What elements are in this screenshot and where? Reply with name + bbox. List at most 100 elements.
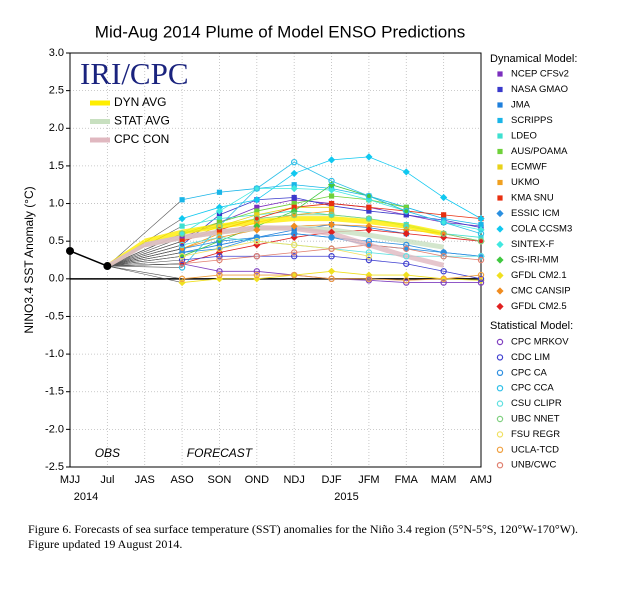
marker [216, 237, 223, 245]
marker [402, 245, 410, 253]
marker [328, 193, 335, 199]
marker [365, 256, 373, 264]
y-tick-label: 1.5 [49, 160, 64, 172]
marker [253, 185, 261, 192]
marker [477, 279, 485, 286]
marker [216, 231, 223, 237]
y-tick-label: 2.5 [49, 85, 64, 97]
marker [291, 194, 297, 201]
marker [365, 153, 373, 161]
year-label: 2014 [74, 491, 98, 503]
marker [216, 268, 223, 275]
legend-label: NASA GMAO [511, 84, 568, 95]
marker [365, 215, 373, 222]
legend-label: CPC MRKOV [511, 337, 569, 348]
y-tick-label: 3.0 [49, 47, 64, 59]
x-tick-label: OND [245, 474, 270, 486]
connector [107, 248, 183, 267]
marker [402, 207, 410, 215]
caption: Figure 6. Forecasts of sea surface tempe… [28, 522, 579, 551]
model-line [182, 255, 482, 280]
marker [441, 212, 447, 218]
marker [254, 208, 260, 214]
marker [178, 275, 186, 283]
marker [253, 234, 261, 241]
marker [253, 271, 261, 279]
marker [478, 234, 484, 241]
marker [403, 207, 410, 215]
marker [365, 275, 373, 283]
x-tick-label: FMA [395, 474, 419, 486]
x-tick-label: JFM [358, 474, 379, 486]
y-tick-label: 0.5 [49, 235, 64, 247]
marker [327, 186, 336, 194]
marker [290, 158, 298, 166]
x-tick-label: MJJ [60, 474, 80, 486]
legend-label: GFDL CM2.1 [511, 270, 567, 281]
marker [216, 234, 223, 241]
legend-label: FSU REGR [511, 429, 560, 440]
legend-label: CPC CCA [511, 383, 554, 394]
year-label: 2015 [334, 491, 358, 503]
legend-marker [496, 209, 504, 218]
marker [290, 241, 298, 249]
marker [327, 221, 336, 229]
y-tick-label: -2.0 [45, 423, 64, 435]
marker [365, 196, 373, 204]
marker [178, 264, 186, 271]
legend-label: DYN AVG [114, 95, 166, 109]
legend-label: CDC LIM [511, 352, 550, 363]
x-tick-label: MAM [431, 474, 457, 486]
x-tick-label: ASO [170, 474, 194, 486]
legend-label: CS-IRI-MM [511, 255, 559, 266]
marker [179, 238, 185, 244]
marker [290, 249, 298, 256]
marker [216, 223, 223, 229]
legend-marker [497, 71, 503, 77]
marker [440, 230, 447, 237]
legend-label: CSU CLIPR [511, 398, 562, 409]
legend-marker [497, 195, 503, 201]
connector [107, 244, 183, 267]
average-line [144, 216, 445, 244]
marker [291, 200, 297, 207]
marker [477, 256, 485, 264]
marker [366, 204, 372, 210]
marker [216, 212, 223, 218]
marker [477, 275, 485, 283]
marker [179, 197, 185, 203]
marker [440, 268, 447, 275]
y-tick-label: -1.5 [45, 386, 64, 398]
connector [107, 265, 183, 280]
legend-marker [496, 256, 504, 264]
legend-marker [496, 385, 504, 392]
marker [253, 268, 261, 275]
legend-marker [496, 431, 504, 438]
marker [477, 271, 485, 279]
marker [403, 279, 410, 286]
marker [216, 222, 223, 230]
marker [440, 279, 447, 286]
legend-marker [496, 354, 504, 361]
marker [179, 242, 185, 248]
legend-label: SINTEX-F [511, 239, 554, 250]
connector [107, 199, 183, 267]
x-tick-label: JAS [135, 474, 155, 486]
legend-marker [497, 133, 503, 139]
legend-label: UCLA-TCD [511, 444, 559, 455]
marker [254, 216, 260, 222]
marker [328, 200, 335, 207]
marker [216, 242, 223, 248]
logo: IRI/CPC [80, 56, 189, 91]
marker [178, 215, 186, 223]
marker [215, 203, 224, 211]
legend-label: KMA SNU [511, 193, 554, 204]
marker [328, 212, 335, 218]
y-tick-label: 0.0 [49, 273, 64, 285]
legend-marker [496, 369, 504, 376]
marker [290, 253, 298, 260]
marker [365, 253, 373, 260]
marker [216, 216, 223, 222]
marker [328, 275, 335, 283]
marker [366, 216, 372, 222]
